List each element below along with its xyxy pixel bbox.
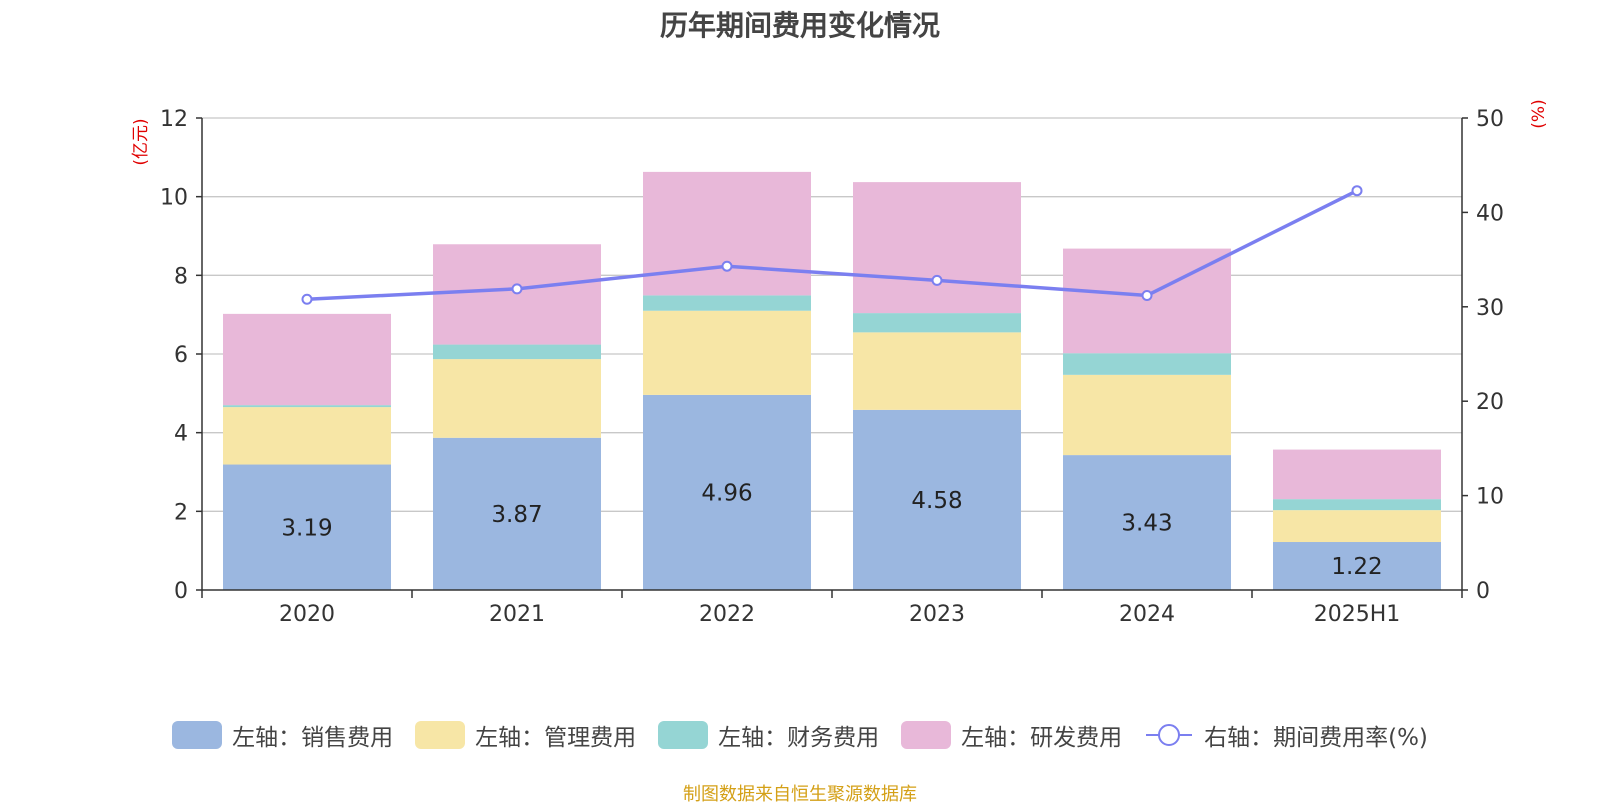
- left-tick-label: 0: [174, 579, 188, 604]
- bar-segment: [1273, 449, 1441, 500]
- bar-data-label: 3.87: [491, 502, 542, 528]
- bar-segment: [853, 313, 1021, 333]
- bar-segment: [433, 244, 601, 345]
- axes: 0 2 4 6 8 10 12 0 10 20 30 40 50 (亿元) (%) 2020 2021 2022 2…: [131, 99, 1549, 627]
- right-tick-label: 40: [1476, 201, 1504, 226]
- bar-segment: [853, 332, 1021, 410]
- rate-point: [931, 274, 943, 286]
- rate-point: [511, 283, 523, 295]
- bar-segment: [1273, 510, 1441, 543]
- legend-swatch-rd: [901, 721, 952, 749]
- x-tick-label: 2021: [489, 602, 545, 627]
- legend: 左轴：销售费用 左轴：管理费用 左轴：财务费用 左轴：研发费用 右轴：期间费用率…: [0, 718, 1600, 752]
- legend-label-finance: 左轴：财务费用: [718, 725, 880, 751]
- rate-line: [306, 189, 1358, 301]
- bar-data-label: 4.96: [701, 480, 752, 506]
- rate-point: [301, 293, 313, 305]
- right-tick-label: 0: [1476, 579, 1490, 604]
- chart-canvas: 3.19 3.87 4.96 4.58 3.43 1.22 0 2 4 6 8 10 12 0 10 20 3…: [131, 99, 1549, 627]
- right-tick-label: 50: [1476, 107, 1504, 132]
- legend-label-admin: 左轴：管理费用: [475, 725, 637, 751]
- bar-segment: [643, 295, 811, 311]
- bar-segment: [1273, 499, 1441, 511]
- bar-data-label: 3.43: [1121, 511, 1172, 537]
- bar-group: 3.19 3.87 4.96 4.58 3.43 1.22: [223, 171, 1441, 590]
- left-tick-label: 2: [174, 500, 188, 525]
- bar-segment: [223, 464, 391, 590]
- legend-item-rate[interactable]: 右轴：期间费用率(%): [1144, 718, 1428, 752]
- bar-segment: [853, 409, 1021, 590]
- bar-data-label: 4.58: [911, 488, 962, 514]
- bar-segment: [1063, 353, 1231, 375]
- x-tick-label: 2020: [279, 602, 335, 627]
- bar-segment: [433, 437, 601, 590]
- chart-title: 历年期间费用变化情况: [659, 9, 940, 42]
- left-tick-label: 8: [174, 264, 188, 289]
- bar-segment: [643, 394, 811, 590]
- line-series: [301, 185, 1363, 305]
- left-tick-label: 12: [160, 107, 188, 132]
- legend-swatch-sales: [172, 721, 223, 749]
- data-source-note: 制图数据来自恒生聚源数据库: [683, 784, 917, 805]
- right-tick-label: 30: [1476, 296, 1504, 321]
- bar-segment: [433, 344, 601, 360]
- bar-segment: [223, 313, 391, 406]
- bar-segment: [1273, 542, 1441, 590]
- legend-swatch-rate: [1146, 724, 1193, 746]
- bar-data-label: 3.19: [281, 515, 332, 541]
- bar-segment: [1063, 455, 1231, 590]
- left-tick-label: 10: [160, 186, 188, 211]
- legend-item-finance[interactable]: 左轴：财务费用: [658, 718, 879, 752]
- legend-item-rd[interactable]: 左轴：研发费用: [901, 718, 1122, 752]
- legend-label-rate: 右轴：期间费用率(%): [1204, 725, 1428, 751]
- bar-segment: [223, 407, 391, 465]
- bar-segment: [223, 405, 391, 408]
- right-tick-label: 20: [1476, 390, 1504, 415]
- rate-point: [1141, 289, 1153, 301]
- bar-data-label: 1.22: [1331, 554, 1382, 580]
- bar-segment: [853, 182, 1021, 314]
- grid-lines: [202, 117, 1462, 512]
- bar-segment: [1063, 374, 1231, 456]
- left-tick-label: 4: [174, 422, 188, 447]
- bar-segment: [643, 310, 811, 395]
- bar-segment: [643, 171, 811, 296]
- left-axis-label: (亿元): [131, 118, 151, 165]
- rate-point: [1351, 185, 1363, 197]
- x-tick-label: 2023: [909, 602, 965, 627]
- left-tick-label: 6: [174, 343, 188, 368]
- legend-label-sales: 左轴：销售费用: [232, 725, 394, 751]
- rate-point: [721, 260, 733, 272]
- x-tick-label: 2024: [1119, 602, 1175, 627]
- right-axis-label: (%): [1529, 99, 1549, 128]
- x-tick-label: 2025H1: [1314, 602, 1401, 627]
- legend-swatch-admin: [415, 721, 466, 749]
- legend-item-admin[interactable]: 左轴：管理费用: [415, 718, 636, 752]
- bar-segment: [433, 359, 601, 438]
- legend-label-rd: 左轴：研发费用: [961, 725, 1123, 751]
- legend-item-sales[interactable]: 左轴：销售费用: [172, 718, 393, 752]
- legend-swatch-finance: [658, 721, 709, 749]
- right-tick-label: 10: [1476, 485, 1504, 510]
- x-tick-label: 2022: [699, 602, 755, 627]
